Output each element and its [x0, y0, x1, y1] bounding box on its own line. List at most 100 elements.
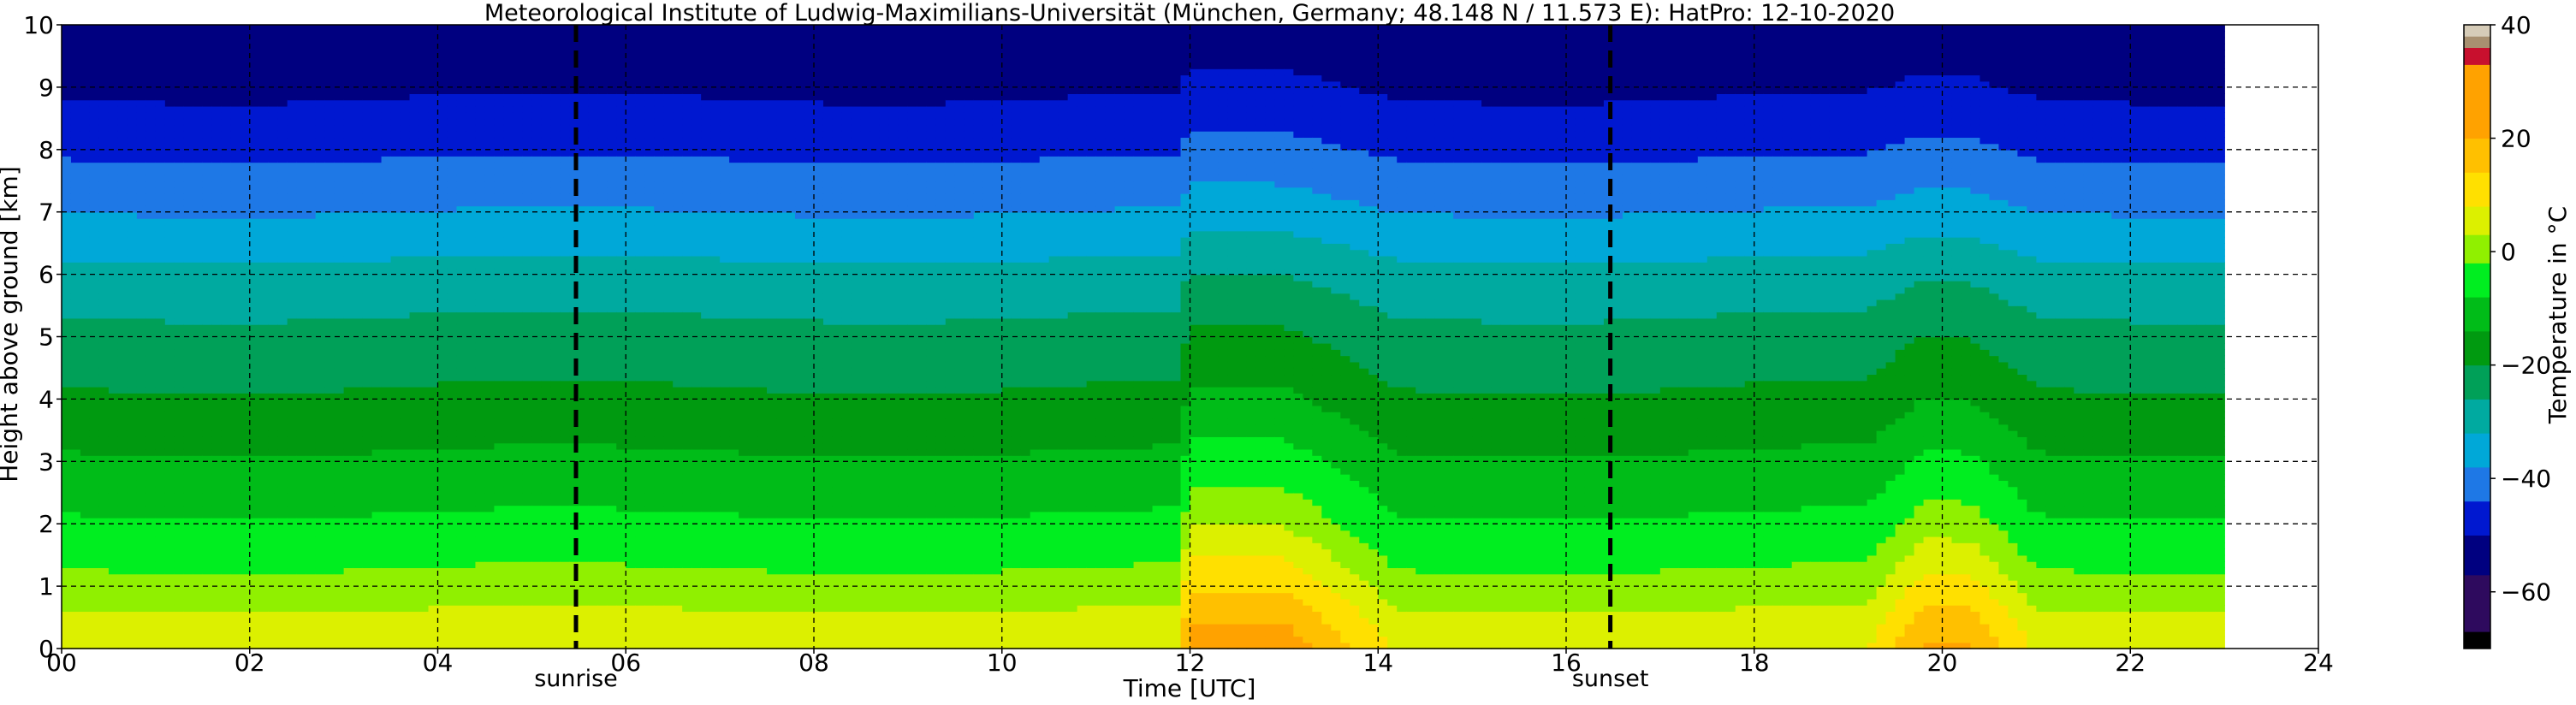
- heatmap-cell: [456, 517, 467, 524]
- heatmap-cell: [164, 62, 175, 69]
- heatmap-cell: [315, 181, 326, 188]
- heatmap-cell: [221, 436, 232, 444]
- heatmap-cell: [127, 274, 138, 281]
- heatmap-cell: [183, 424, 194, 431]
- heatmap-cell: [513, 355, 524, 363]
- heatmap-cell: [353, 524, 364, 531]
- heatmap-cell: [353, 636, 364, 643]
- heatmap-cell: [418, 205, 430, 213]
- heatmap-cell: [456, 299, 467, 306]
- heatmap-cell: [447, 143, 458, 151]
- heatmap-cell: [390, 50, 401, 57]
- heatmap-cell: [193, 211, 204, 219]
- heatmap-cell: [108, 168, 119, 175]
- heatmap-cell: [315, 579, 326, 587]
- heatmap-cell: [98, 105, 110, 113]
- heatmap-cell: [268, 617, 279, 625]
- heatmap-cell: [70, 424, 81, 431]
- heatmap-cell: [494, 554, 505, 562]
- heatmap-cell: [98, 505, 110, 512]
- heatmap-cell: [268, 99, 279, 107]
- heatmap-cell: [127, 636, 138, 643]
- heatmap-cell: [287, 181, 298, 188]
- heatmap-cell: [80, 280, 91, 287]
- heatmap-cell: [475, 293, 486, 300]
- heatmap-cell: [475, 162, 486, 169]
- heatmap-cell: [437, 399, 448, 406]
- heatmap-cell: [343, 579, 354, 587]
- heatmap-cell: [334, 93, 345, 101]
- heatmap-cell: [164, 573, 175, 581]
- heatmap-cell: [334, 511, 345, 518]
- heatmap-cell: [296, 524, 307, 531]
- heatmap-cell: [456, 499, 467, 507]
- heatmap-cell: [418, 492, 430, 500]
- heatmap-cell: [315, 287, 326, 294]
- heatmap-cell: [89, 143, 100, 151]
- heatmap-cell: [381, 193, 392, 200]
- heatmap-cell: [183, 230, 194, 238]
- heatmap-cell: [475, 424, 486, 431]
- heatmap-cell: [202, 536, 213, 543]
- heatmap-cell: [522, 80, 533, 88]
- heatmap-cell: [409, 405, 420, 412]
- heatmap-cell: [202, 473, 213, 481]
- heatmap-cell: [484, 436, 496, 444]
- heatmap-cell: [409, 393, 420, 400]
- heatmap-cell: [127, 255, 138, 263]
- heatmap-cell: [202, 143, 213, 151]
- heatmap-cell: [268, 361, 279, 369]
- heatmap-cell: [268, 380, 279, 388]
- heatmap-cell: [371, 74, 383, 82]
- heatmap-cell: [230, 560, 241, 569]
- heatmap-cell: [287, 255, 298, 263]
- heatmap-cell: [127, 299, 138, 306]
- heatmap-cell: [428, 255, 439, 263]
- heatmap-cell: [89, 230, 100, 238]
- heatmap-cell: [362, 480, 373, 488]
- heatmap-cell: [62, 143, 72, 151]
- heatmap-cell: [145, 586, 157, 594]
- heatmap-cell: [277, 50, 288, 57]
- heatmap-cell: [475, 323, 486, 332]
- heatmap-cell: [390, 274, 401, 281]
- heatmap-cell: [240, 586, 251, 594]
- heatmap-cell: [89, 554, 100, 562]
- heatmap-cell: [117, 187, 128, 194]
- heatmap-cell: [306, 25, 317, 33]
- heatmap-cell: [193, 274, 204, 281]
- heatmap-cell: [381, 573, 392, 581]
- heatmap-cell: [306, 268, 317, 275]
- heatmap-cell: [296, 349, 307, 357]
- heatmap-cell: [466, 461, 477, 469]
- heatmap-cell: [268, 162, 279, 169]
- heatmap-cell: [240, 299, 251, 306]
- heatmap-cell: [249, 623, 260, 631]
- heatmap-cell: [221, 25, 232, 33]
- heatmap-cell: [117, 617, 128, 625]
- heatmap-cell: [155, 579, 166, 587]
- heatmap-cell: [277, 299, 288, 306]
- heatmap-cell: [193, 149, 204, 157]
- heatmap-cell: [221, 418, 232, 425]
- heatmap-cell: [409, 380, 420, 388]
- heatmap-cell: [353, 86, 364, 94]
- heatmap-cell: [258, 149, 270, 157]
- heatmap-cell: [513, 162, 524, 169]
- heatmap-cell: [287, 118, 298, 126]
- heatmap-cell: [249, 99, 260, 107]
- heatmap-cell: [62, 268, 72, 275]
- heatmap-cell: [324, 317, 335, 325]
- heatmap-cell: [513, 604, 524, 613]
- heatmap-cell: [230, 461, 241, 469]
- heatmap-cell: [221, 349, 232, 357]
- heatmap-cell: [390, 293, 401, 300]
- heatmap-cell: [193, 436, 204, 444]
- heatmap-cell: [484, 37, 496, 44]
- heatmap-cell: [324, 436, 335, 444]
- heatmap-cell: [400, 193, 411, 200]
- heatmap-cell: [475, 118, 486, 126]
- heatmap-cell: [117, 330, 128, 338]
- heatmap-cell: [513, 505, 524, 512]
- heatmap-cell: [202, 130, 213, 139]
